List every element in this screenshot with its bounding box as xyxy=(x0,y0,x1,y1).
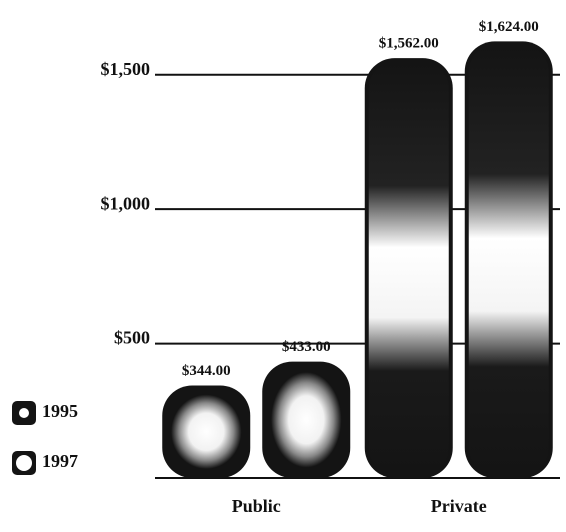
bar-texture xyxy=(166,389,247,474)
bar-texture xyxy=(266,365,347,474)
x-tick-label: Public xyxy=(232,496,281,516)
bars xyxy=(162,41,553,478)
legend-label: 1997 xyxy=(42,451,78,471)
y-tick-label: $1,500 xyxy=(101,59,151,79)
value-label: $1,562.00 xyxy=(379,36,439,52)
legend-swatch-texture xyxy=(19,408,29,418)
value-label: $1,624.00 xyxy=(479,19,539,35)
legend-label: 1995 xyxy=(42,401,78,421)
x-tick-label: Private xyxy=(431,496,487,516)
value-label: $433.00 xyxy=(282,339,331,355)
value-label: $344.00 xyxy=(182,363,231,379)
legend-swatch-texture xyxy=(16,455,32,471)
y-tick-label: $1,000 xyxy=(101,193,151,213)
bar-texture xyxy=(468,45,549,474)
y-tick-label: $500 xyxy=(114,328,150,348)
bar-texture xyxy=(368,62,449,474)
